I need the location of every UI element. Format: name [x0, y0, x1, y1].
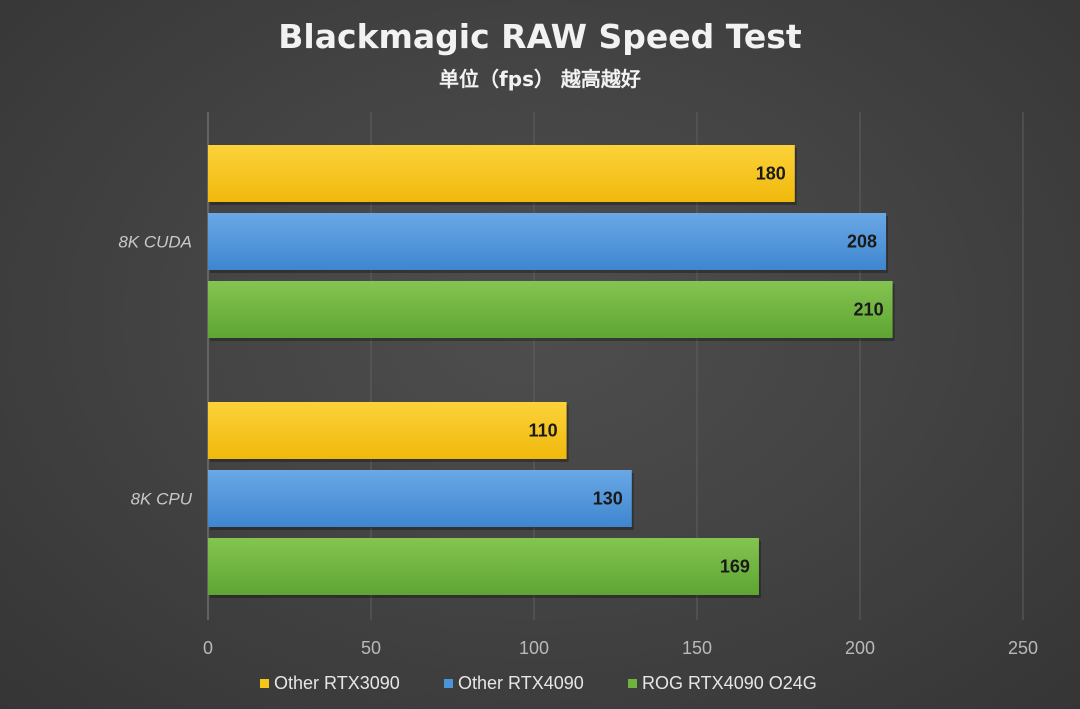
x-tick-label-250: 250: [1008, 638, 1038, 658]
category-label-8k-cpu: 8K CPU: [131, 490, 193, 509]
bars: [208, 145, 895, 598]
x-axis-ticks: 0 50 100 150 200 250: [203, 638, 1038, 658]
data-label-rog-rtx4090-o24g-8k-cpu: 169: [720, 557, 750, 577]
x-tick-label-150: 150: [682, 638, 712, 658]
legend: Other RTX3090 Other RTX4090 ROG RTX4090 O2…: [260, 673, 817, 693]
legend-label-other-rtx3090: Other RTX3090: [274, 673, 400, 693]
bar-rog-rtx4090-o24g-8k-cpu: [208, 538, 759, 595]
chart-title: Blackmagic RAW Speed Test: [278, 17, 802, 56]
x-tick-label-0: 0: [203, 638, 213, 658]
x-tick-label-200: 200: [845, 638, 875, 658]
category-label-8k-cuda: 8K CUDA: [118, 233, 192, 252]
legend-swatch-other-rtx3090: [260, 679, 269, 688]
data-label-other-rtx3090-8k-cpu: 110: [529, 421, 558, 441]
x-tick-label-100: 100: [519, 638, 549, 658]
bar-other-rtx4090-8k-cpu: [208, 470, 632, 527]
data-label-rog-rtx4090-o24g-8k-cuda: 210: [854, 300, 884, 320]
bar-rog-rtx4090-o24g-8k-cuda: [208, 281, 893, 338]
data-label-other-rtx3090-8k-cuda: 180: [756, 164, 786, 184]
chart-subtitle: 单位（fps） 越高越好: [439, 67, 641, 91]
legend-swatch-other-rtx4090: [444, 679, 453, 688]
y-axis-categories: 8K CUDA 8K CPU: [118, 233, 192, 509]
bar-other-rtx3090-8k-cuda: [208, 145, 795, 202]
legend-label-rog-rtx4090-o24g: ROG RTX4090 O24G: [642, 673, 817, 693]
data-label-other-rtx4090-8k-cpu: 130: [593, 489, 623, 509]
data-labels: 180 208 210 110 130 169: [529, 164, 884, 577]
legend-swatch-rog-rtx4090-o24g: [628, 679, 637, 688]
x-tick-label-50: 50: [361, 638, 381, 658]
bar-other-rtx4090-8k-cuda: [208, 213, 887, 270]
legend-label-other-rtx4090: Other RTX4090: [458, 673, 584, 693]
data-label-other-rtx4090-8k-cuda: 208: [847, 232, 877, 252]
bar-other-rtx3090-8k-cpu: [208, 402, 567, 459]
